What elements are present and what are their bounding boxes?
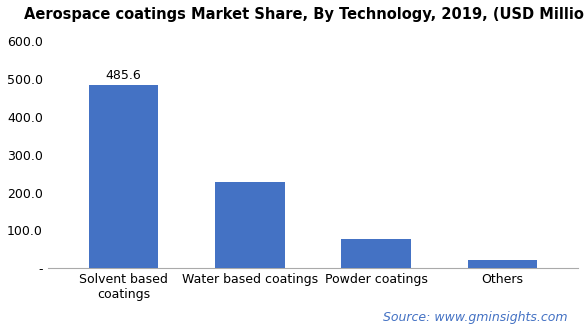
Bar: [341, 239, 411, 268]
Text: 485.6: 485.6: [106, 69, 142, 82]
Bar: [89, 85, 159, 268]
Text: Source: www.gminsights.com: Source: www.gminsights.com: [383, 311, 567, 324]
Bar: [215, 182, 284, 268]
Title: Aerospace coatings Market Share, By Technology, 2019, (USD Million): Aerospace coatings Market Share, By Tech…: [25, 7, 585, 22]
Bar: [467, 260, 537, 268]
